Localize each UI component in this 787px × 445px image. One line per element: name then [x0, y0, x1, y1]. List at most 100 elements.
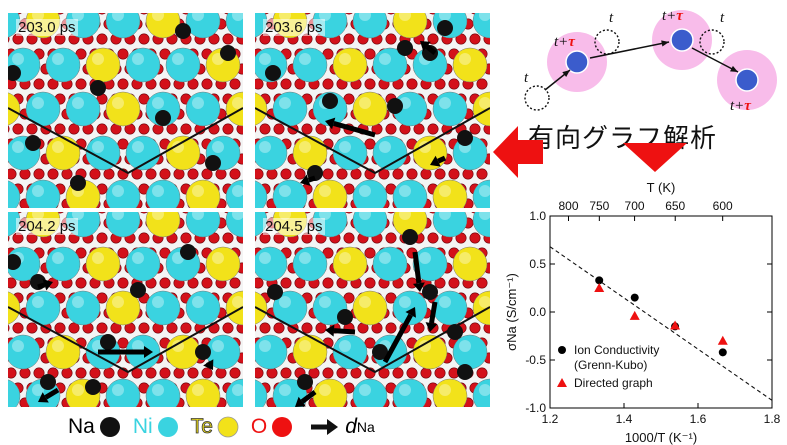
sodium-atom — [70, 175, 86, 191]
oxygen-atom — [8, 125, 10, 133]
legend-displacement: d Na — [305, 415, 375, 439]
top-tick-label: 650 — [665, 199, 685, 213]
legend-te: Te — [190, 415, 245, 439]
atom-highlight — [32, 212, 44, 220]
tellurium-atom — [432, 179, 468, 208]
oxygen-atom — [469, 232, 481, 244]
oxygen-atom — [89, 168, 101, 180]
oxygen-atom — [259, 123, 271, 135]
nickel-atom — [225, 13, 243, 39]
oxygen-atom — [180, 322, 192, 334]
oxygen-atom — [187, 168, 199, 180]
legend-label-ion: Ion Conductivity — [574, 343, 659, 357]
atom-highlight — [52, 141, 64, 153]
oxygen-atom — [26, 322, 38, 334]
o-marker-icon — [272, 417, 293, 437]
displacement-arrow — [382, 313, 413, 364]
oxygen-atom — [273, 322, 285, 334]
top-tick-label: 750 — [589, 199, 609, 213]
atom-highlight — [399, 296, 411, 308]
tellurium-atom — [225, 91, 243, 127]
atom-highlight — [92, 252, 104, 264]
atom-highlight — [232, 13, 243, 21]
tellurium-atom — [332, 47, 368, 83]
displacement-arrowhead — [325, 117, 336, 130]
sodium-atom — [447, 324, 463, 340]
nickel-atom — [65, 91, 101, 127]
oxygen-atom — [215, 367, 227, 379]
oxygen-atom — [8, 168, 17, 180]
tellurium-atom — [412, 334, 448, 370]
oxygen-atom — [229, 168, 241, 180]
atom-highlight — [112, 296, 124, 308]
atom-highlight — [379, 141, 391, 153]
path-line — [8, 107, 243, 175]
nickel-atom — [352, 212, 388, 238]
legend-label-graph: Directed graph — [574, 376, 653, 390]
atom-highlight — [192, 13, 204, 21]
nickel-atom — [185, 91, 221, 127]
sodium-atom — [90, 80, 106, 96]
oxygen-atom — [215, 168, 227, 180]
oxygen-atom — [96, 322, 108, 334]
atom-highlight — [132, 340, 144, 352]
atom-highlight — [339, 340, 351, 352]
tellurium-atom — [105, 91, 141, 127]
oxygen-atom — [8, 367, 17, 379]
nickel-atom — [432, 290, 468, 326]
nickel-atom — [392, 378, 428, 407]
atom-highlight — [52, 252, 64, 264]
oxygen-atom — [255, 367, 264, 379]
oxygen-atom — [201, 78, 213, 90]
legend-ni-label: Ni — [132, 415, 153, 438]
oxygen-atom — [315, 322, 327, 334]
nickel-atom — [372, 246, 408, 282]
sodium-atom — [205, 155, 221, 171]
nickel-atom — [125, 47, 161, 83]
oxygen-atom — [138, 123, 150, 135]
oxygen-atom — [413, 322, 425, 334]
sodium-atom — [25, 135, 41, 151]
data-point-triangle — [629, 310, 640, 320]
oxygen-atom — [117, 48, 129, 60]
tellurium-atom — [255, 92, 268, 126]
oxygen-atom — [89, 367, 101, 379]
oxygen-atom — [462, 168, 474, 180]
graph-edge-head — [730, 65, 738, 72]
graph-node — [735, 68, 759, 92]
oxygen-atom — [26, 123, 38, 135]
oxygen-atom — [364, 48, 376, 60]
atom-highlight — [112, 97, 124, 109]
y-tick-label: 0.0 — [529, 305, 546, 319]
atom-highlight — [439, 384, 451, 396]
sodium-atom — [337, 309, 353, 325]
nickel-atom — [432, 91, 468, 127]
oxygen-atom — [273, 123, 285, 135]
oxygen-atom — [469, 123, 481, 135]
directed-graph-schematic: t+τ t t t+τ t t+τ — [524, 8, 777, 114]
nickel-atom — [145, 179, 181, 208]
oxygen-atom — [301, 123, 313, 135]
sodium-atom — [372, 344, 388, 360]
atom-highlight — [479, 384, 490, 396]
arrow-right-icon — [311, 419, 339, 435]
atom-highlight — [279, 212, 291, 220]
atom-highlight — [72, 212, 84, 220]
atom-highlight — [72, 97, 84, 109]
displacement-arrow — [412, 251, 422, 284]
atom-highlight — [279, 296, 291, 308]
oxygen-atom — [259, 322, 271, 334]
oxygen-atom — [33, 78, 45, 90]
oxygen-atom — [469, 33, 481, 45]
previous-position — [524, 85, 550, 111]
oxygen-atom — [322, 78, 334, 90]
oxygen-atom — [140, 13, 148, 15]
tellurium-atom — [145, 13, 181, 39]
atom-highlight — [52, 340, 64, 352]
oxygen-atom — [96, 232, 108, 244]
tellurium-atom — [352, 290, 388, 326]
oxygen-atom — [255, 78, 264, 90]
oxygen-atom — [385, 322, 397, 334]
oxygen-atom — [280, 78, 292, 90]
atom-highlight — [72, 384, 84, 396]
